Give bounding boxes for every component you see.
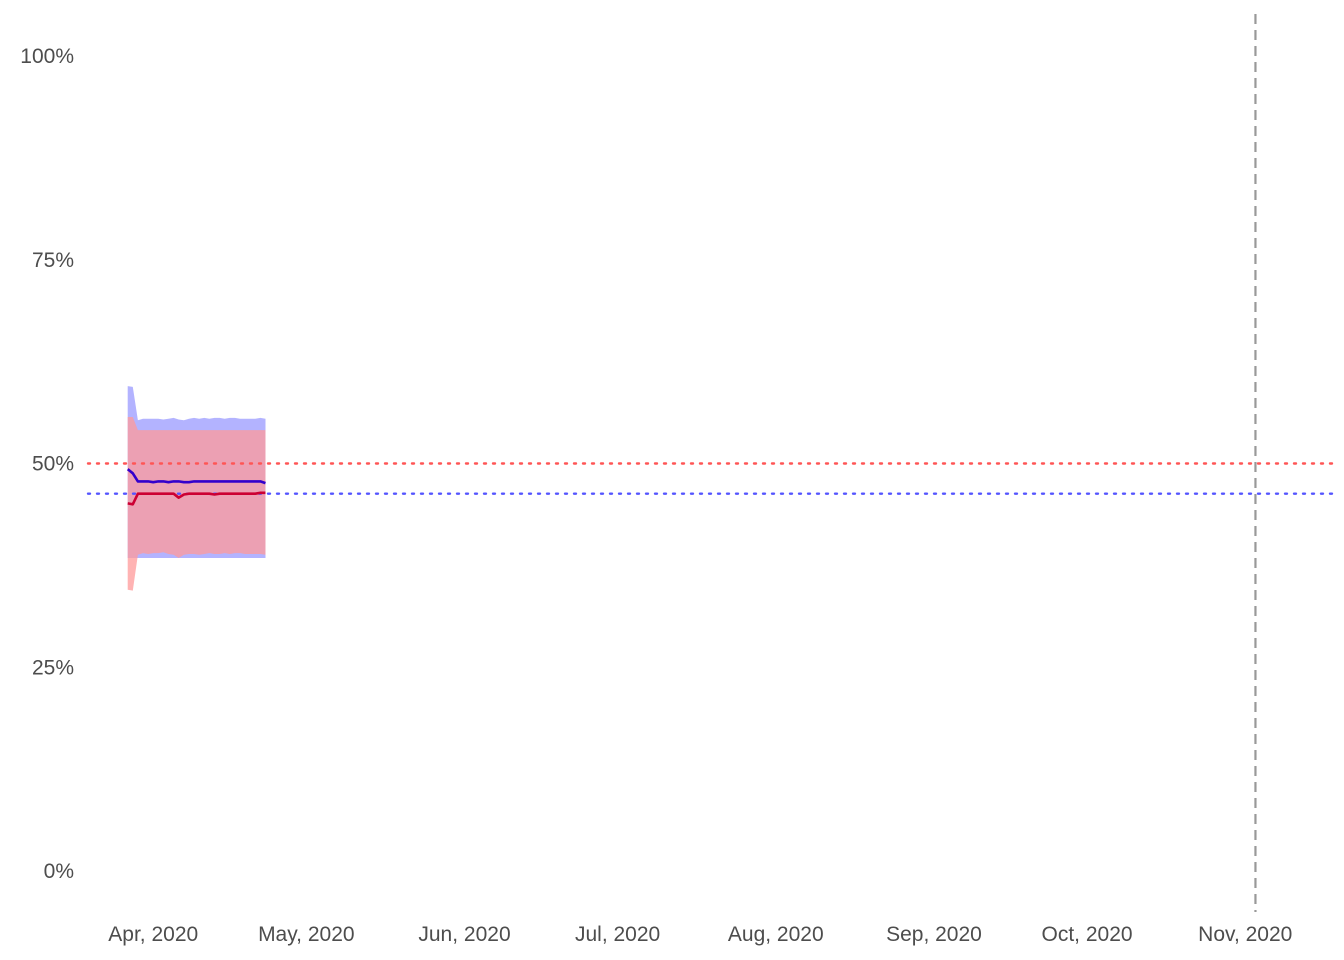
reference-lines bbox=[86, 14, 1334, 912]
y-tick-label: 25% bbox=[32, 656, 74, 679]
confidence-band-2 bbox=[127, 417, 266, 591]
x-tick-label: May, 2020 bbox=[258, 923, 355, 946]
x-axis-ticks: Apr, 2020 May, 2020 Jun, 2020 Jul, 2020 Aug,… bbox=[108, 923, 1292, 946]
series-lines bbox=[126, 468, 266, 506]
series-line-2 bbox=[127, 491, 266, 506]
x-tick-label: Sep, 2020 bbox=[886, 923, 982, 946]
x-tick-label: Apr, 2020 bbox=[108, 923, 198, 946]
series-line-1 bbox=[126, 468, 266, 485]
x-tick-label: Aug, 2020 bbox=[728, 923, 824, 946]
y-axis-ticks: 0% 25% 50% 75% 100% bbox=[20, 45, 74, 883]
x-tick-label: Nov, 2020 bbox=[1198, 923, 1292, 946]
x-tick-label: Oct, 2020 bbox=[1042, 923, 1133, 946]
confidence-bands bbox=[127, 386, 266, 591]
y-tick-label: 0% bbox=[44, 860, 74, 883]
x-tick-label: Jul, 2020 bbox=[575, 923, 660, 946]
y-tick-label: 75% bbox=[32, 249, 74, 272]
y-tick-label: 100% bbox=[20, 45, 74, 68]
y-tick-label: 50% bbox=[32, 453, 74, 476]
x-tick-label: Jun, 2020 bbox=[418, 923, 510, 946]
